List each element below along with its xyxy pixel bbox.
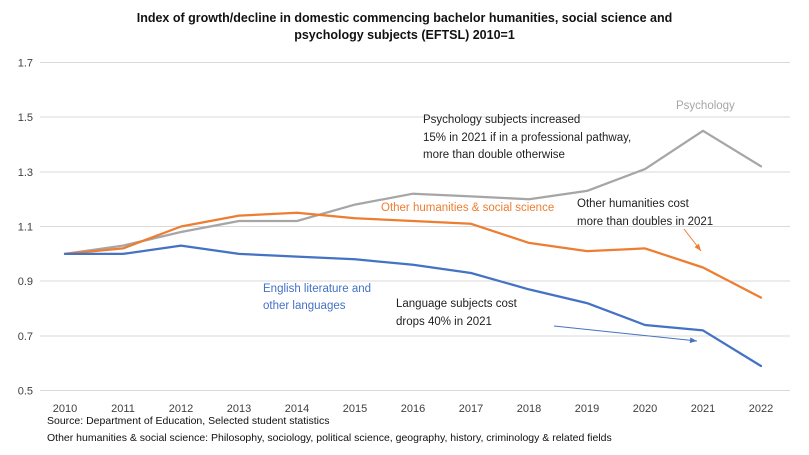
x-tick-label: 2015 (343, 403, 367, 415)
language-annotation-line1: Language subjects cost (396, 298, 517, 310)
y-tick-label: 0.7 (18, 331, 33, 343)
psychology-annotation-line2: 15% in 2021 if in a professional pathway… (423, 131, 632, 144)
x-tick-label: 2013 (227, 403, 251, 415)
y-tick-label: 1.5 (18, 112, 33, 124)
x-tick-label: 2019 (575, 403, 599, 415)
chart-title-line1: Index of growth/decline in domestic comm… (136, 11, 673, 25)
x-tick-label: 2014 (285, 403, 309, 415)
psychology-annotation: Psychology subjects increased 15% in 202… (423, 112, 631, 165)
source-note-line2: Other humanities & social science: Philo… (47, 432, 612, 444)
english-literature-series-label: English literature and other languages (263, 283, 372, 312)
english-literature-line (63, 244, 763, 368)
chart-title: Index of growth/decline in domestic comm… (0, 10, 809, 44)
other-humanities-arrow (683, 228, 702, 252)
x-tick-label: 2017 (459, 403, 483, 415)
x-tick-label: 2018 (517, 403, 541, 415)
x-tick-label: 2020 (633, 403, 657, 415)
language-annotation-line2: drops 40% in 2021 (396, 315, 492, 328)
other-humanities-annotation-line1: Other humanities cost (577, 198, 689, 210)
gridlines (40, 61, 790, 392)
source-note: Source: Department of Education, Selecte… (47, 413, 612, 447)
psychology-line (63, 129, 763, 256)
psychology-series-label: Psychology (676, 100, 735, 112)
x-tick-label: 2022 (749, 403, 773, 415)
x-tick-label: 2016 (401, 403, 425, 415)
language-subjects-arrow (553, 325, 698, 344)
other-humanities-series-label: Other humanities & social science (381, 202, 555, 214)
x-tick-label: 2012 (169, 403, 193, 415)
y-tick-label: 0.5 (18, 386, 33, 398)
y-tick-label: 1.7 (18, 57, 33, 69)
y-tick-label: 0.9 (18, 276, 33, 288)
y-tick-label: 1.1 (18, 222, 33, 234)
source-note-line1: Source: Department of Education, Selecte… (47, 415, 330, 427)
other-humanities-line (63, 211, 763, 299)
other-humanities-annotation: Other humanities cost more than doubles … (577, 196, 713, 231)
x-axis-tick-labels: 2010 2011 2012 2013 2014 2015 2016 2017 2018 2019… (53, 403, 773, 415)
psychology-annotation-line1: Psychology subjects increased (423, 114, 581, 126)
x-tick-label: 2010 (53, 403, 77, 415)
psychology-annotation-line3: more than double otherwise (423, 149, 565, 161)
x-tick-label: 2021 (691, 403, 715, 415)
x-tick-label: 2011 (111, 403, 135, 415)
chart-title-line2: psychology subjects (EFTSL) 2010=1 (294, 28, 515, 42)
other-humanities-annotation-line2: more than doubles in 2021 (577, 215, 714, 228)
y-tick-label: 1.3 (18, 167, 33, 179)
y-axis-tick-labels: 1.7 1.5 1.3 1.1 0.9 0.7 0.5 (18, 57, 33, 397)
language-annotation: Language subjects cost drops 40% in 2021 (396, 296, 517, 331)
